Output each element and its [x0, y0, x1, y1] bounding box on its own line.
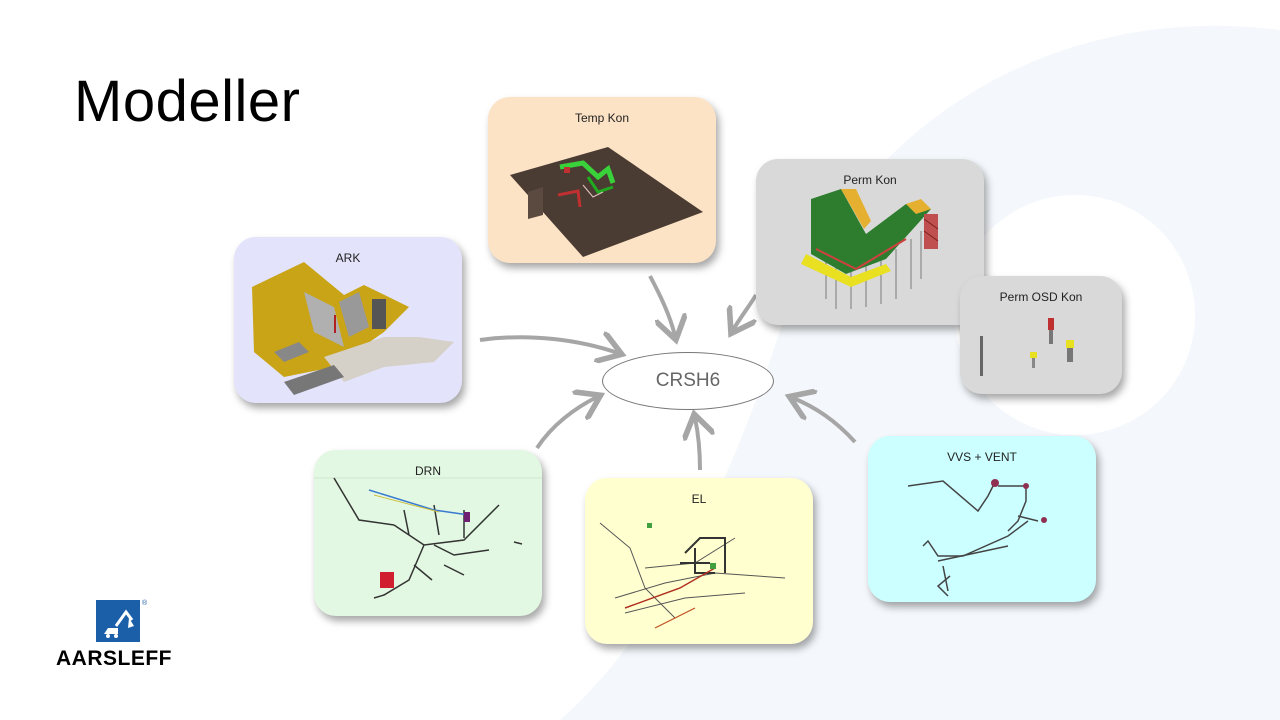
card-label-ark: ARK: [335, 251, 361, 265]
card-label-vvs-vent: VVS + VENT: [947, 450, 1017, 464]
card-label-perm-osd-kon: Perm OSD Kon: [999, 290, 1083, 304]
ark-model-image: [252, 262, 454, 395]
card-perm-osd-kon[interactable]: Perm OSD Kon: [960, 276, 1122, 394]
card-label-el: EL: [691, 492, 707, 506]
el-model-image: [599, 522, 786, 629]
card-label-drn: DRN: [415, 464, 441, 478]
drn-model-image: [314, 477, 542, 599]
card-el[interactable]: EL: [585, 478, 813, 644]
card-label-perm-kon: Perm Kon: [843, 173, 897, 187]
crsh6-hub[interactable]: CRSH6: [602, 352, 774, 410]
registered-mark: ®: [142, 600, 148, 607]
aarsleff-logo-text: AARSLEFF: [56, 647, 172, 670]
aarsleff-logo: ® AARSLEFF: [56, 600, 186, 670]
perm-kon-model-image: [801, 189, 939, 309]
card-temp-kon[interactable]: Temp Kon: [488, 97, 716, 263]
temp-kon-model-image: [510, 147, 703, 257]
card-vvs-vent[interactable]: VVS + VENT: [868, 436, 1096, 602]
card-drn[interactable]: DRN: [314, 450, 542, 616]
aarsleff-logo-mark: [96, 600, 140, 642]
excavator-icon: [104, 609, 134, 638]
vvs-vent-model-image: [907, 479, 1047, 597]
card-perm-kon[interactable]: Perm Kon: [756, 159, 984, 325]
card-label-temp-kon: Temp Kon: [574, 111, 630, 125]
perm-osd-kon-model-image: [980, 318, 1074, 376]
card-ark[interactable]: ARK: [234, 237, 462, 403]
slide-title: Modeller: [74, 69, 301, 134]
